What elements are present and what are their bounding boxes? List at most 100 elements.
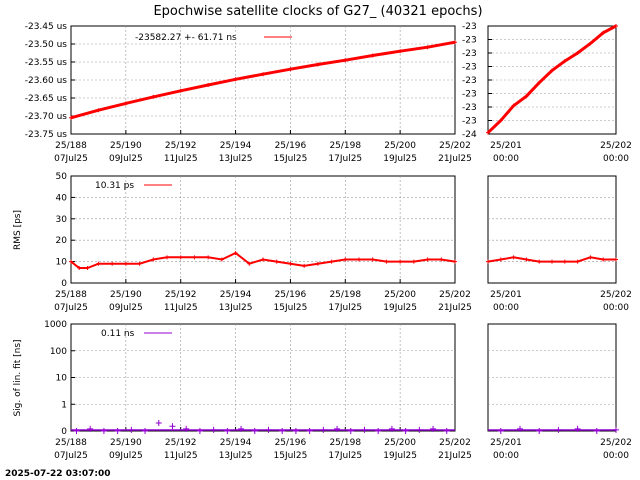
- clock-main-ytick-label: -23.45 us: [25, 22, 68, 32]
- clock-main-xtick-sublabel: 19Jul25: [383, 154, 417, 164]
- sigma-main-point: [114, 428, 121, 434]
- sigma-right-point: [517, 425, 523, 432]
- sigma-main-point: [100, 428, 107, 434]
- rms-main-xtick-sublabel: 15Jul25: [274, 303, 308, 313]
- rms-ylabel: RMS [ps]: [13, 210, 23, 250]
- sigma-main-xtick-sublabel: 15Jul25: [274, 451, 308, 461]
- rms-right-frame: [487, 175, 617, 284]
- rms-main-ytick-label: 0: [61, 279, 67, 289]
- clock-main-point: [370, 53, 375, 58]
- rms-right-point: [614, 257, 618, 262]
- clock-right-ytick-label: -23: [462, 36, 477, 46]
- sigma-main-ytick-label: 1: [61, 400, 67, 410]
- clock-main-point: [123, 101, 128, 106]
- rms-right-point: [498, 257, 503, 262]
- rms-main-xtick-label: 25/192: [165, 290, 197, 300]
- clock-right-ytick-label: -23: [462, 22, 477, 32]
- sigma-main-point: [375, 428, 382, 434]
- sigma-legend-label: 0.11 ns: [101, 329, 135, 339]
- sigma-main-ytick-label: 0: [61, 427, 67, 437]
- rms-main-point: [357, 257, 361, 262]
- rms-legend-label: 10.31 ps: [95, 181, 134, 191]
- clock-main-xtick-label: 25/196: [275, 141, 307, 151]
- rms-main-xtick-sublabel: 21Jul25: [438, 303, 472, 313]
- clock-main-point: [315, 62, 320, 67]
- rms-main-point: [206, 255, 211, 260]
- sigma-main-xtick-label: 25/202: [439, 438, 471, 448]
- sigma-main-xtick-sublabel: 19Jul25: [383, 451, 417, 461]
- sigma-main-point: [292, 428, 299, 434]
- figure-title: Epochwise satellite clocks of G27_ (4032…: [153, 4, 482, 19]
- rms-main-point: [370, 257, 375, 262]
- rms-main-xtick-label: 25/190: [110, 290, 142, 300]
- rms-main-xtick-label: 25/202: [439, 290, 471, 300]
- rms-main-point: [274, 259, 279, 264]
- rms-main-point: [398, 259, 403, 264]
- sigma-main-xtick-label: 25/188: [55, 438, 87, 448]
- clock-right-point: [537, 80, 542, 85]
- rms-main-point: [96, 261, 101, 266]
- rms-main-ytick-label: 10: [56, 258, 68, 268]
- clock-main-point: [453, 40, 457, 45]
- clock-main-xtick-sublabel: 07Jul25: [54, 154, 88, 164]
- clock-right-ytick-label: -23: [462, 49, 477, 59]
- rms-main-point: [192, 255, 197, 260]
- rms-main-point: [343, 257, 348, 262]
- sigma-main-xtick-sublabel: 11Jul25: [164, 451, 198, 461]
- rms-right-xtick-sublabel: 00:00: [493, 303, 519, 313]
- clock-main-xtick-sublabel: 09Jul25: [109, 154, 143, 164]
- rms-main-point: [288, 261, 293, 266]
- rms-main-xtick-label: 25/198: [329, 290, 361, 300]
- clock-right-point: [588, 41, 593, 46]
- clock-main-xtick-label: 25/192: [165, 141, 197, 151]
- clock-main-point: [178, 88, 183, 93]
- rms-main-xtick-label: 25/200: [384, 290, 416, 300]
- rms-main-point: [329, 259, 334, 264]
- clock-right-ytick-label: -23: [462, 103, 477, 113]
- sigma-main-point: [443, 428, 450, 434]
- rms-right-point: [524, 257, 529, 262]
- rms-main-xtick-sublabel: 19Jul25: [383, 303, 417, 313]
- sigma-main-xtick-label: 25/190: [110, 438, 142, 448]
- rms-main-xtick-label: 25/196: [275, 290, 307, 300]
- rms-main-xtick-label: 25/194: [220, 290, 252, 300]
- rms-main-ytick-label: 30: [56, 215, 68, 225]
- rms-main-point: [302, 263, 307, 268]
- clock-right-xtick-label: 25/202: [600, 141, 632, 151]
- clock-main-point: [425, 45, 430, 50]
- sigma-main-point: [334, 425, 341, 432]
- rms-main-frame: [70, 175, 456, 284]
- sigma-main-point: [251, 428, 258, 434]
- clock-main-point: [233, 77, 238, 82]
- rms-main-point: [247, 261, 252, 266]
- sigma-right-xtick-label: 25/201: [490, 438, 522, 448]
- clock-main-xtick-sublabel: 13Jul25: [219, 154, 253, 164]
- clock-right-point: [601, 30, 606, 35]
- sigma-right-xtick-label: 25/202: [600, 438, 632, 448]
- sigma-main-point: [73, 428, 80, 434]
- rms-right-point: [588, 255, 593, 260]
- rms-main-xtick-sublabel: 13Jul25: [219, 303, 253, 313]
- rms-main-point: [261, 257, 265, 262]
- chart-elements: 25/188 07Jul25 25/190 09Jul25 25/192 11Jul25 2…: [25, 22, 632, 461]
- sigma-right-point: [497, 428, 504, 434]
- sigma-main-xtick-label: 25/200: [384, 438, 416, 448]
- rms-right-point: [511, 255, 516, 260]
- clock-main-point: [69, 115, 73, 120]
- rms-right-point: [486, 259, 490, 264]
- rms-main-point: [384, 259, 389, 264]
- rms-right-point: [562, 259, 567, 264]
- sigma-main-point: [347, 428, 354, 434]
- clock-main-ytick-label: -23.70 us: [25, 112, 68, 122]
- clock-right-xtick-sublabel: 00:00: [603, 154, 629, 164]
- clock-main-ytick-label: -23.75 us: [25, 130, 68, 140]
- sigma-main-xtick-sublabel: 07Jul25: [54, 451, 88, 461]
- clock-main-point: [288, 67, 293, 72]
- rms-main-ytick-label: 50: [56, 172, 68, 182]
- clock-right-point: [562, 59, 567, 64]
- clock-right-point: [511, 103, 516, 108]
- rms-main-xtick-label: 25/188: [55, 290, 87, 300]
- clock-right-ytick-label: -23: [462, 117, 477, 127]
- rms-main-point: [219, 257, 224, 262]
- rms-right-point: [601, 257, 606, 262]
